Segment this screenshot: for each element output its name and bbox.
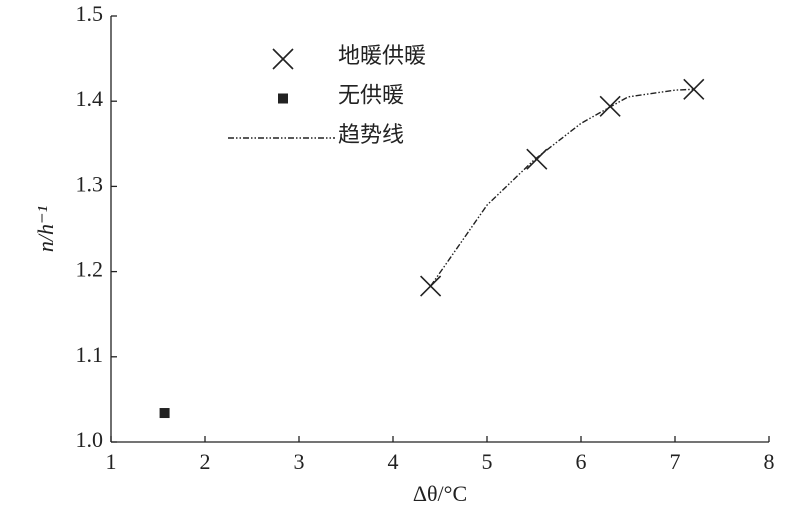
legend-label: 趋势线 (338, 122, 404, 147)
trend-line (430, 88, 694, 287)
x-tick-label: 6 (576, 449, 587, 474)
y-tick-label: 1.2 (76, 257, 104, 282)
x-tick-label: 2 (200, 449, 211, 474)
y-tick-label: 1.5 (76, 1, 104, 26)
y-tick-label: 1.4 (76, 86, 104, 111)
y-tick-label: 1.1 (76, 342, 104, 367)
legend-label: 无供暖 (338, 83, 404, 108)
point (526, 148, 548, 170)
y-axis-label: n/h⁻¹ (33, 206, 58, 252)
x-tick-label: 5 (482, 449, 493, 474)
x-axis-label: Δθ/°C (413, 481, 467, 506)
y-tick-label: 1.0 (76, 427, 104, 452)
legend-marker (278, 93, 288, 104)
legend-label: 地暖供暖 (338, 43, 426, 68)
point (683, 78, 705, 100)
x-tick-label: 3 (294, 449, 305, 474)
x-tick-label: 1 (106, 449, 117, 474)
x-tick-label: 4 (388, 449, 399, 474)
x-tick-label: 7 (670, 449, 681, 474)
point (159, 408, 170, 419)
x-tick-label: 8 (764, 449, 775, 474)
legend-marker (272, 48, 294, 70)
y-tick-label: 1.3 (76, 171, 104, 196)
